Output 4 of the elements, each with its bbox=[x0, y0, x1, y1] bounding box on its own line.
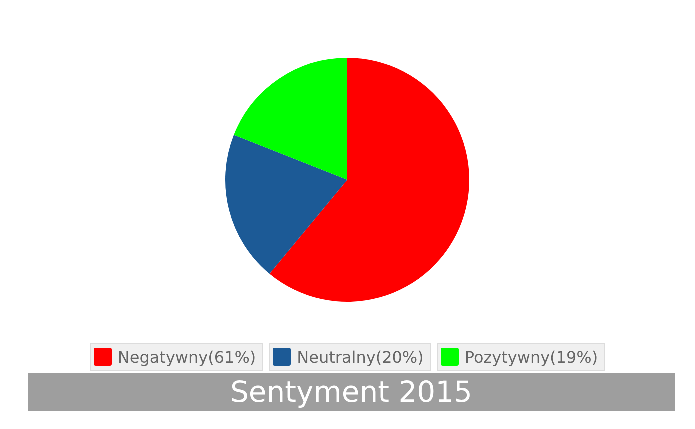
legend-label: Negatywny(61%) bbox=[118, 348, 256, 366]
legend-label: Neutralny(20%) bbox=[297, 348, 424, 366]
text: Sentyment 2015 bbox=[28, 373, 675, 411]
legend-label: Pozytywny(19%) bbox=[464, 348, 598, 366]
